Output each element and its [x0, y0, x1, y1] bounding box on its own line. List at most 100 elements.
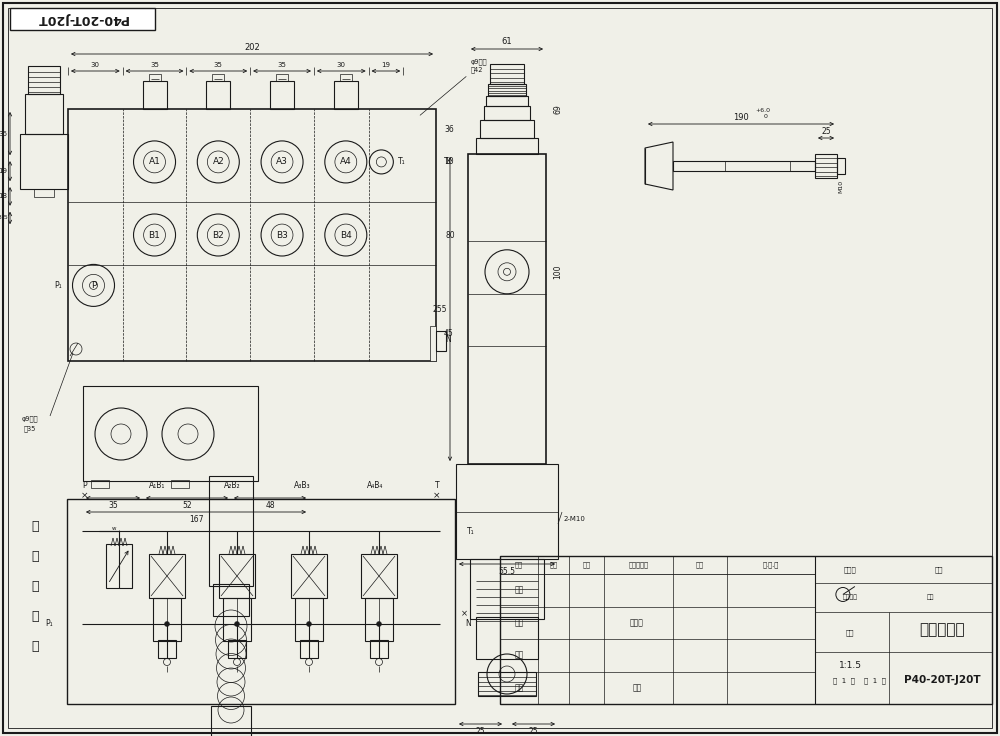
- Bar: [158, 640, 176, 658]
- Text: 批准: 批准: [632, 683, 642, 693]
- Text: 25: 25: [821, 127, 831, 136]
- Bar: [476, 617, 538, 659]
- Bar: [815, 154, 837, 178]
- Bar: [276, 74, 288, 81]
- Text: A2: A2: [212, 158, 224, 166]
- Text: 255: 255: [433, 305, 447, 314]
- Text: 版本号: 版本号: [844, 566, 857, 573]
- Bar: [436, 331, 446, 351]
- Text: 167: 167: [189, 514, 203, 523]
- Text: 35: 35: [150, 62, 159, 68]
- Text: 比例: 比例: [846, 630, 855, 636]
- Bar: [340, 74, 352, 81]
- Bar: [837, 158, 845, 174]
- Text: 高35: 高35: [24, 425, 36, 432]
- Text: P₁: P₁: [45, 620, 53, 629]
- Bar: [211, 706, 251, 736]
- Bar: [478, 672, 536, 696]
- Text: A1: A1: [149, 158, 160, 166]
- Text: ×: ×: [81, 492, 89, 500]
- Bar: [430, 326, 436, 361]
- Bar: [219, 554, 255, 598]
- Bar: [300, 640, 318, 658]
- Circle shape: [234, 621, 240, 626]
- Bar: [456, 464, 558, 559]
- Circle shape: [376, 621, 382, 626]
- Text: A3: A3: [276, 158, 288, 166]
- Text: T₁: T₁: [467, 526, 475, 536]
- Text: P40-20T-J20T: P40-20T-J20T: [904, 676, 981, 685]
- Text: A4: A4: [340, 158, 352, 166]
- Bar: [488, 84, 526, 96]
- Text: 35: 35: [278, 62, 286, 68]
- Text: 35: 35: [214, 62, 223, 68]
- Text: 25: 25: [476, 726, 485, 735]
- Text: 理: 理: [31, 610, 39, 623]
- Bar: [370, 640, 388, 658]
- Bar: [67, 499, 455, 704]
- Text: T: T: [435, 481, 439, 490]
- Text: 19: 19: [0, 168, 8, 174]
- Text: 更改文件号: 更改文件号: [629, 562, 649, 568]
- Text: B2: B2: [212, 230, 224, 239]
- Text: 设计: 设计: [514, 586, 524, 595]
- Text: 校对: 校对: [514, 618, 524, 627]
- Text: N: N: [445, 334, 451, 344]
- Bar: [171, 480, 189, 488]
- Text: 液: 液: [31, 520, 39, 534]
- Bar: [480, 120, 534, 138]
- Text: 图: 图: [31, 640, 39, 654]
- Text: 压: 压: [31, 551, 39, 564]
- Bar: [486, 96, 528, 106]
- Bar: [68, 109, 436, 361]
- Text: w: w: [112, 526, 116, 531]
- Bar: [334, 81, 358, 109]
- Bar: [212, 74, 224, 81]
- Text: 分区: 分区: [583, 562, 591, 568]
- Bar: [143, 81, 167, 109]
- Bar: [209, 476, 253, 586]
- Text: 80: 80: [446, 230, 456, 239]
- Text: 2-M10: 2-M10: [564, 516, 586, 522]
- Bar: [365, 598, 393, 641]
- Text: 四联多路阀: 四联多路阀: [920, 623, 965, 637]
- Text: 61: 61: [502, 38, 512, 46]
- Text: B1: B1: [149, 230, 160, 239]
- Text: φ9通孔: φ9通孔: [22, 416, 38, 422]
- Text: 签名: 签名: [696, 562, 704, 568]
- Text: 页数: 页数: [550, 562, 558, 568]
- Text: 30: 30: [91, 62, 100, 68]
- Text: +6.0: +6.0: [756, 107, 770, 113]
- Bar: [106, 544, 132, 588]
- Bar: [25, 94, 63, 134]
- Text: 年.月.日: 年.月.日: [763, 562, 779, 568]
- Bar: [468, 154, 546, 464]
- Text: N: N: [465, 620, 471, 629]
- Text: 52: 52: [182, 500, 192, 509]
- Text: 36: 36: [444, 124, 454, 133]
- Text: 10: 10: [444, 158, 454, 166]
- Text: P: P: [91, 281, 96, 290]
- Bar: [28, 66, 60, 94]
- Bar: [213, 584, 249, 616]
- Bar: [291, 554, 327, 598]
- Bar: [484, 106, 530, 120]
- Bar: [20, 134, 68, 189]
- Bar: [153, 598, 181, 641]
- Text: 25: 25: [529, 726, 538, 735]
- Text: 100: 100: [554, 264, 562, 279]
- Bar: [270, 81, 294, 109]
- Text: 标记: 标记: [515, 562, 523, 568]
- Text: φ9通孔
高42: φ9通孔 高42: [420, 58, 488, 116]
- Text: 18: 18: [0, 194, 8, 199]
- Bar: [490, 64, 524, 84]
- Text: A₄B₄: A₄B₄: [367, 481, 383, 490]
- Bar: [470, 559, 544, 619]
- Text: 重量: 重量: [926, 595, 934, 601]
- Text: ×: ×: [461, 609, 468, 618]
- Text: A₂B₂: A₂B₂: [224, 481, 240, 490]
- Bar: [10, 8, 155, 30]
- Bar: [206, 81, 230, 109]
- Bar: [91, 480, 109, 488]
- Bar: [223, 598, 251, 641]
